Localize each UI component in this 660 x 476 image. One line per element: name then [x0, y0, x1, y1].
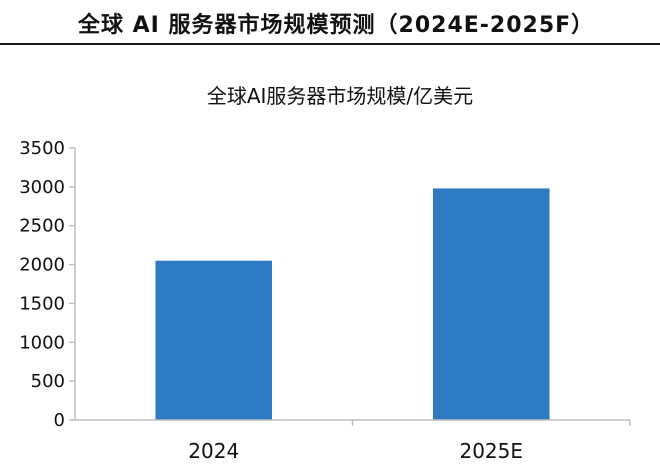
title-underline [0, 43, 660, 45]
report-title: 全球 AI 服务器市场规模预测（2024E-2025F） [78, 13, 595, 38]
bar-2024 [155, 260, 273, 420]
y-axis-tick-label: 1000 [19, 332, 65, 353]
chart-title: 全球AI服务器市场规模/亿美元 [207, 84, 473, 108]
bar-series [155, 188, 550, 420]
y-axis-tick-label: 3500 [19, 138, 65, 159]
y-axis-tick-label: 500 [31, 371, 65, 392]
x-axis-tick-labels: 2024 2025E [188, 420, 631, 463]
x-axis-category-label: 2024 [188, 439, 239, 463]
x-axis-category-label: 2025E [459, 439, 523, 463]
y-axis-tick-label: 2500 [19, 216, 65, 237]
report-header: 全球 AI 服务器市场规模预测（2024E-2025F） [0, 0, 660, 45]
y-axis-tick-label: 1500 [19, 293, 65, 314]
bar-2025E [432, 188, 550, 420]
y-axis-tick-labels: 0 500 1000 1500 2000 2500 3000 3500 [19, 138, 75, 431]
y-axis-tick-label: 3000 [19, 177, 65, 198]
y-axis-tick-label: 0 [54, 410, 65, 431]
y-axis-tick-label: 2000 [19, 255, 65, 276]
